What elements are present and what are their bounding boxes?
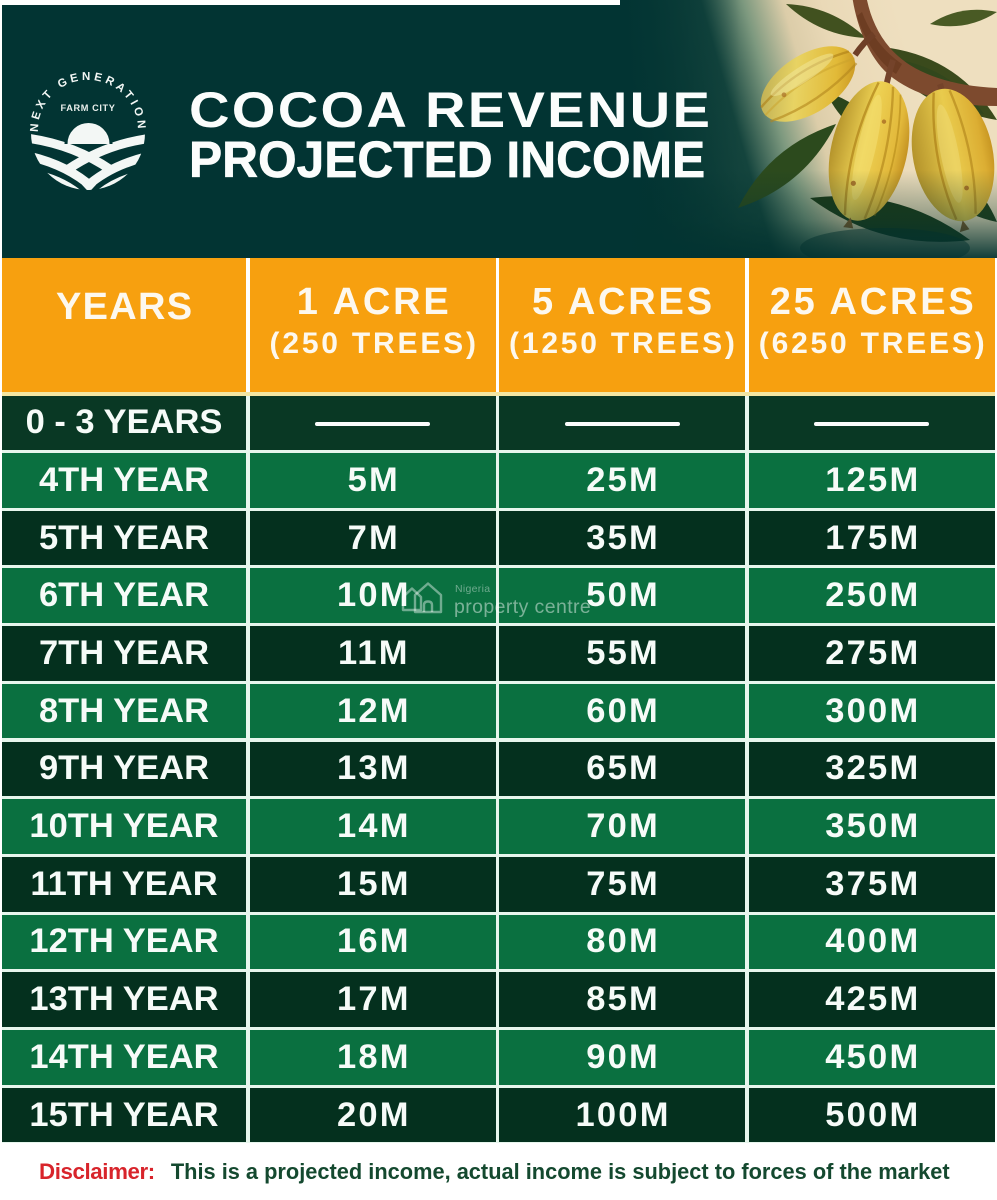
- svg-text:FARM CITY: FARM CITY: [61, 103, 116, 113]
- svg-text:Nigeria: Nigeria: [455, 583, 490, 595]
- svg-text:property centre: property centre: [454, 596, 591, 618]
